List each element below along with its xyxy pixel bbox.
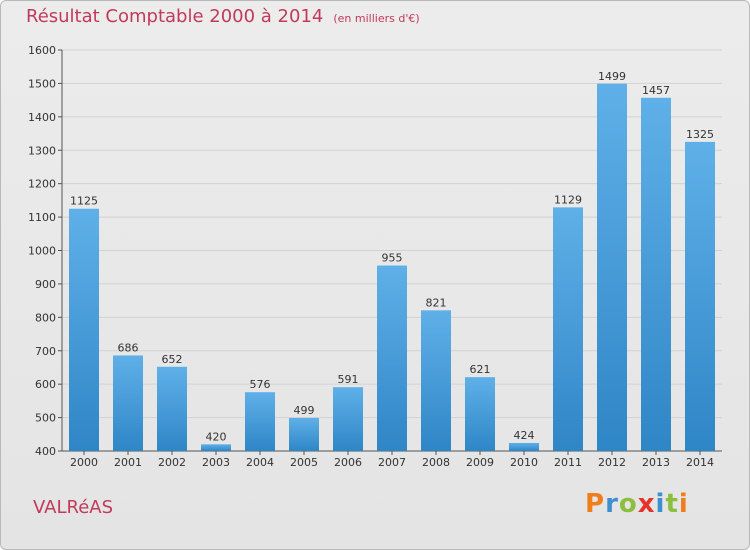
x-tick-label: 2004 (246, 456, 274, 469)
logo-letter: i (655, 489, 666, 519)
y-tick-label: 700 (35, 345, 56, 358)
data-label: 821 (426, 296, 447, 309)
bar (641, 97, 671, 452)
data-label: 955 (382, 252, 403, 265)
bar (157, 366, 187, 451)
bar (113, 355, 143, 451)
y-tick-label: 1300 (28, 144, 56, 157)
bar (421, 310, 451, 451)
x-tick-label: 2014 (686, 456, 714, 469)
logo-letter: t (665, 489, 679, 519)
bar (597, 83, 627, 452)
proxiti-logo: Proxiti (585, 489, 689, 519)
y-tick-label: 1200 (28, 178, 56, 191)
x-tick-label: 2009 (466, 456, 494, 469)
y-tick-label: 1600 (28, 44, 56, 57)
bar (245, 392, 275, 451)
y-tick-label: 900 (35, 278, 56, 291)
data-label: 686 (118, 341, 139, 354)
chart-title-text: Résultat Comptable 2000 à 2014 (26, 6, 324, 27)
bars (69, 83, 715, 452)
data-label: 1125 (70, 195, 98, 208)
data-label: 576 (250, 378, 271, 391)
logo-letter: r (605, 489, 619, 519)
y-tick-label: 500 (35, 412, 56, 425)
data-label: 499 (294, 404, 315, 417)
logo-letter: o (618, 489, 638, 519)
bar (465, 377, 495, 451)
chart-subtitle: (en milliers d'€) (333, 12, 420, 25)
x-tick-label: 2008 (422, 456, 450, 469)
y-tick-label: 600 (35, 378, 56, 391)
y-tick-label: 800 (35, 311, 56, 324)
data-label: 1457 (642, 84, 670, 97)
y-tick-label: 1100 (28, 211, 56, 224)
x-tick-label: 2007 (378, 456, 406, 469)
bar (333, 387, 363, 451)
data-label: 591 (338, 373, 359, 386)
data-label: 424 (514, 429, 535, 442)
data-label: 652 (162, 353, 183, 366)
data-label: 621 (470, 363, 491, 376)
x-tick-label: 2012 (598, 456, 626, 469)
x-tick-label: 2001 (114, 456, 142, 469)
bar (289, 417, 319, 451)
bar (69, 208, 99, 451)
data-label: 420 (206, 430, 227, 443)
data-label: 1499 (598, 70, 626, 83)
x-tick-label: 2006 (334, 456, 362, 469)
bar (509, 442, 539, 451)
y-tick-label: 1500 (28, 77, 56, 90)
data-label: 1325 (686, 128, 714, 141)
x-tick-label: 2005 (290, 456, 318, 469)
x-tick-label: 2013 (642, 456, 670, 469)
bar (685, 141, 715, 452)
data-labels: 1125 686 652 420 576 499 591 955 821 621 424 1129 14… (70, 70, 714, 444)
y-tick-label: 1400 (28, 111, 56, 124)
logo-letter: i (678, 489, 689, 519)
bar (553, 207, 583, 451)
x-tick-label: 2002 (158, 456, 186, 469)
axes: 400 500 600 700 800 900 1000 1100 1200 1300 1400 15… (28, 44, 722, 469)
town-name: VALRéAS (33, 497, 114, 518)
y-tick-label: 1000 (28, 245, 56, 258)
bar (201, 444, 231, 451)
x-tick-label: 2000 (70, 456, 98, 469)
data-label: 1129 (554, 193, 582, 206)
bar (377, 265, 407, 451)
logo-letter: x (637, 489, 656, 519)
y-tick-label: 400 (35, 445, 56, 458)
x-tick-label: 2003 (202, 456, 230, 469)
x-tick-label: 2010 (510, 456, 538, 469)
x-tick-label: 2011 (554, 456, 582, 469)
logo-letter: P (585, 489, 606, 519)
chart-title: Résultat Comptable 2000 à 2014 (en millie… (26, 6, 420, 27)
